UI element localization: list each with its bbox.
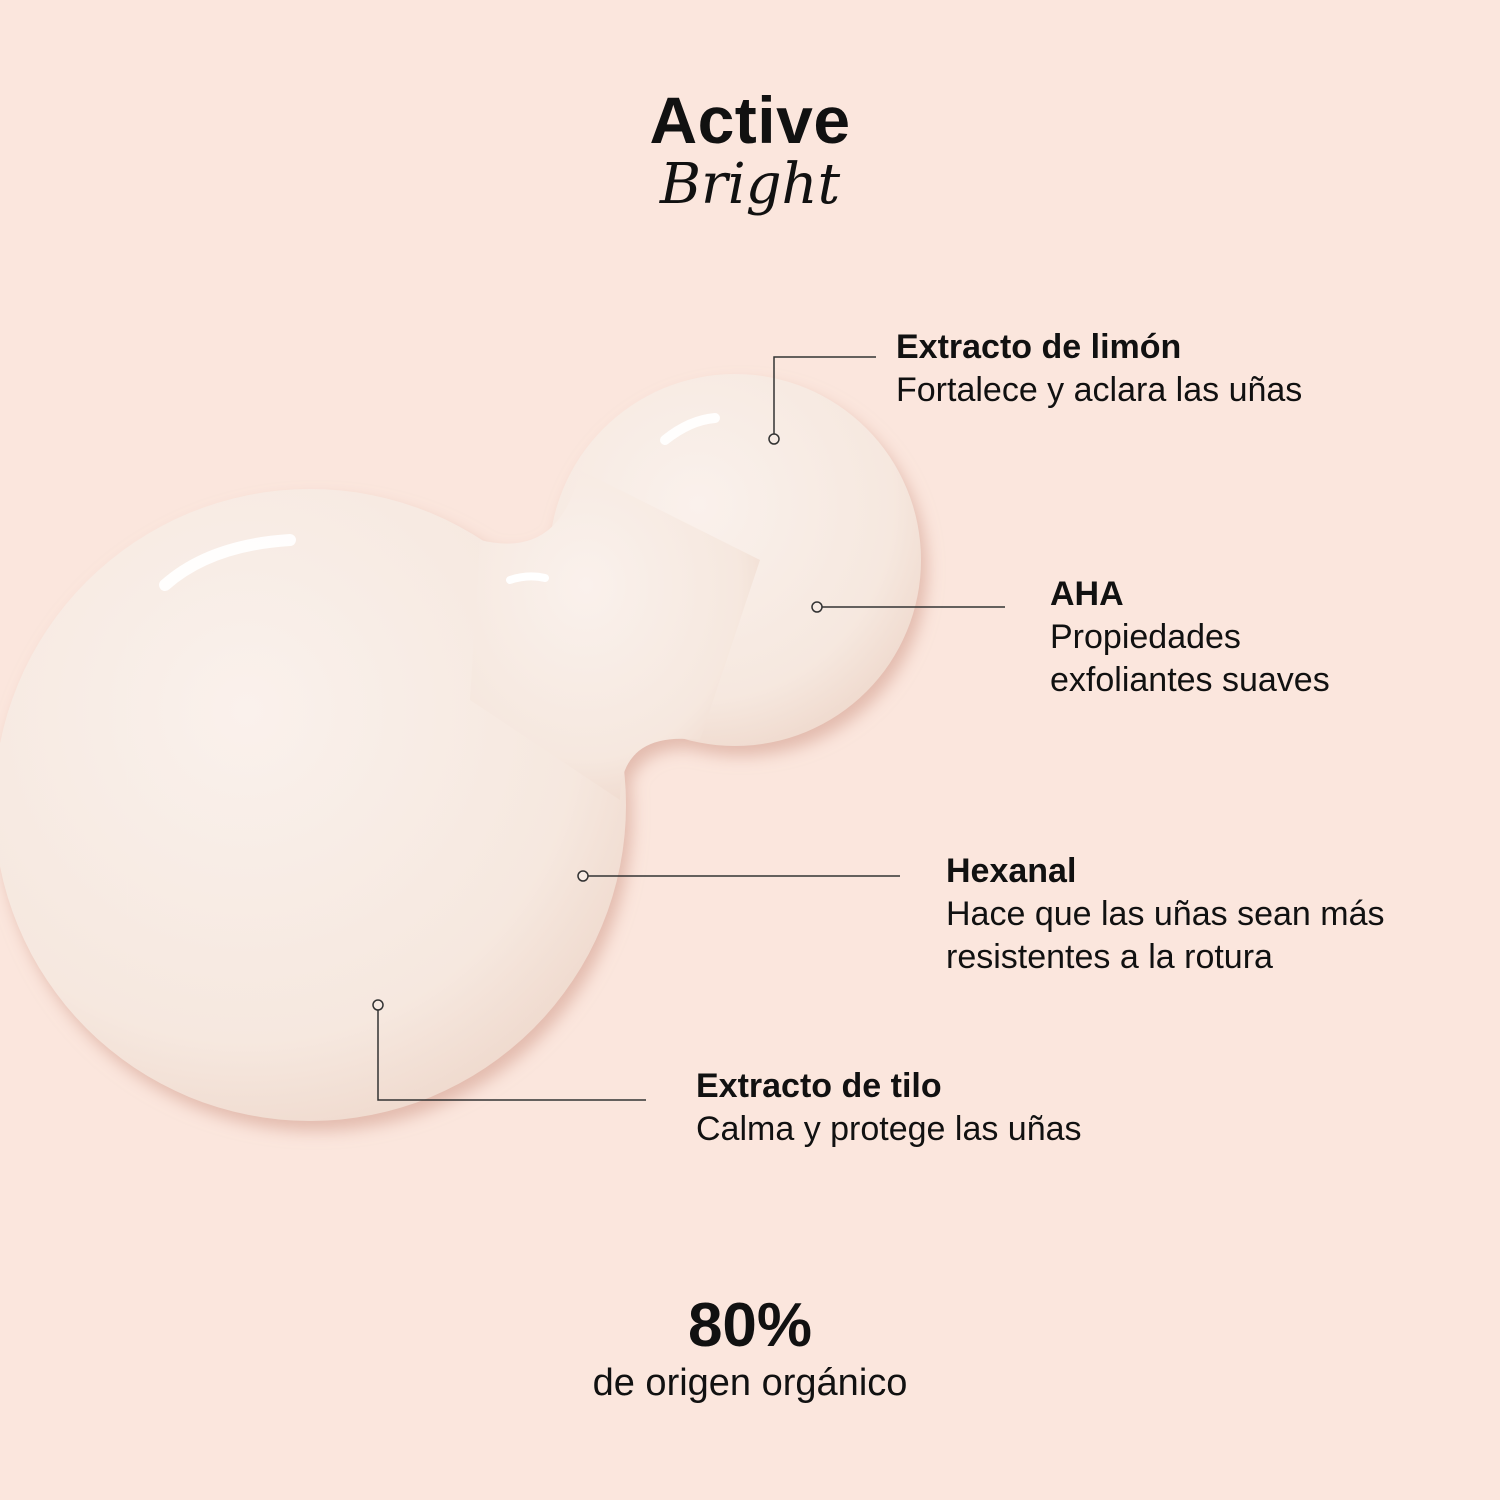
organic-percentage: 80% [687, 1291, 813, 1360]
ingredient-description: Calma y protege las uñas [696, 1110, 1082, 1148]
ingredient-linden: Extracto de tilo Calma y protege las uña… [696, 1065, 1082, 1151]
ingredient-name: Extracto de tilo [696, 1067, 942, 1105]
ingredient-description: Propiedades exfoliantes suaves [1050, 618, 1330, 699]
ingredient-name: AHA [1050, 575, 1124, 613]
ingredient-aha: AHA Propiedades exfoliantes suaves [1050, 573, 1330, 702]
callout-lines [372, 356, 1005, 1101]
ingredient-description: Fortalece y aclara las uñas [896, 371, 1303, 409]
ingredient-name: Hexanal [946, 852, 1077, 890]
ingredient-description: Hace que las uñas sean más resistentes a… [946, 895, 1385, 976]
organic-label: de origen orgánico [592, 1362, 908, 1404]
product-title: Active [649, 83, 851, 157]
product-subtitle: Bright [659, 152, 841, 217]
ingredient-hexanal: Hexanal Hace que las uñas sean más resis… [946, 850, 1384, 979]
ingredient-lemon: Extracto de limón Fortalece y aclara las… [896, 326, 1302, 412]
ingredient-name: Extracto de limón [896, 328, 1182, 366]
